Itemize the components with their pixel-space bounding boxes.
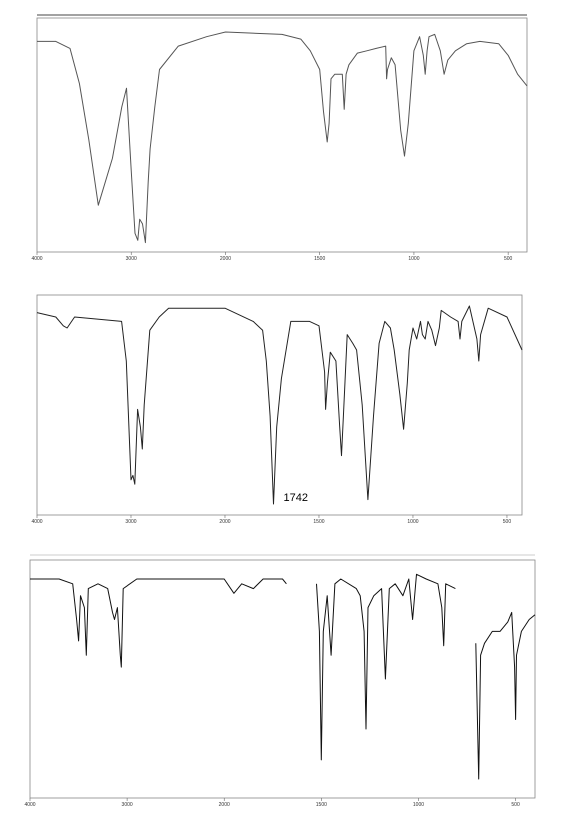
spectrum-line [36,305,523,505]
x-tick-label: 2000 [220,256,231,262]
x-tick-label: 1500 [316,802,327,808]
x-tick-label: 500 [503,519,512,525]
x-tick-label: 1000 [408,256,419,262]
x-tick-label: 1000 [407,519,418,525]
x-tick-label: 3000 [126,256,137,262]
x-tick-label: 4000 [31,519,42,525]
x-tick-label: 1500 [314,256,325,262]
annotation: 1742 [283,492,307,504]
x-tick-label: 1000 [413,802,424,808]
x-tick-label: 3000 [125,519,136,525]
spectrum-line [37,31,528,244]
x-tick-label: 500 [504,256,513,262]
plot-frame [36,294,523,516]
x-tick-label: 2000 [219,519,230,525]
plot-frame [36,17,528,253]
x-tick-label: 1500 [313,519,324,525]
x-tick-label: 4000 [24,802,35,808]
x-tick-label: 3000 [122,802,133,808]
x-tick-label: 500 [511,802,520,808]
spectrum-line [30,573,536,780]
plot-frame [29,559,536,799]
x-tick-label: 4000 [31,256,42,262]
x-tick-label: 2000 [219,802,230,808]
